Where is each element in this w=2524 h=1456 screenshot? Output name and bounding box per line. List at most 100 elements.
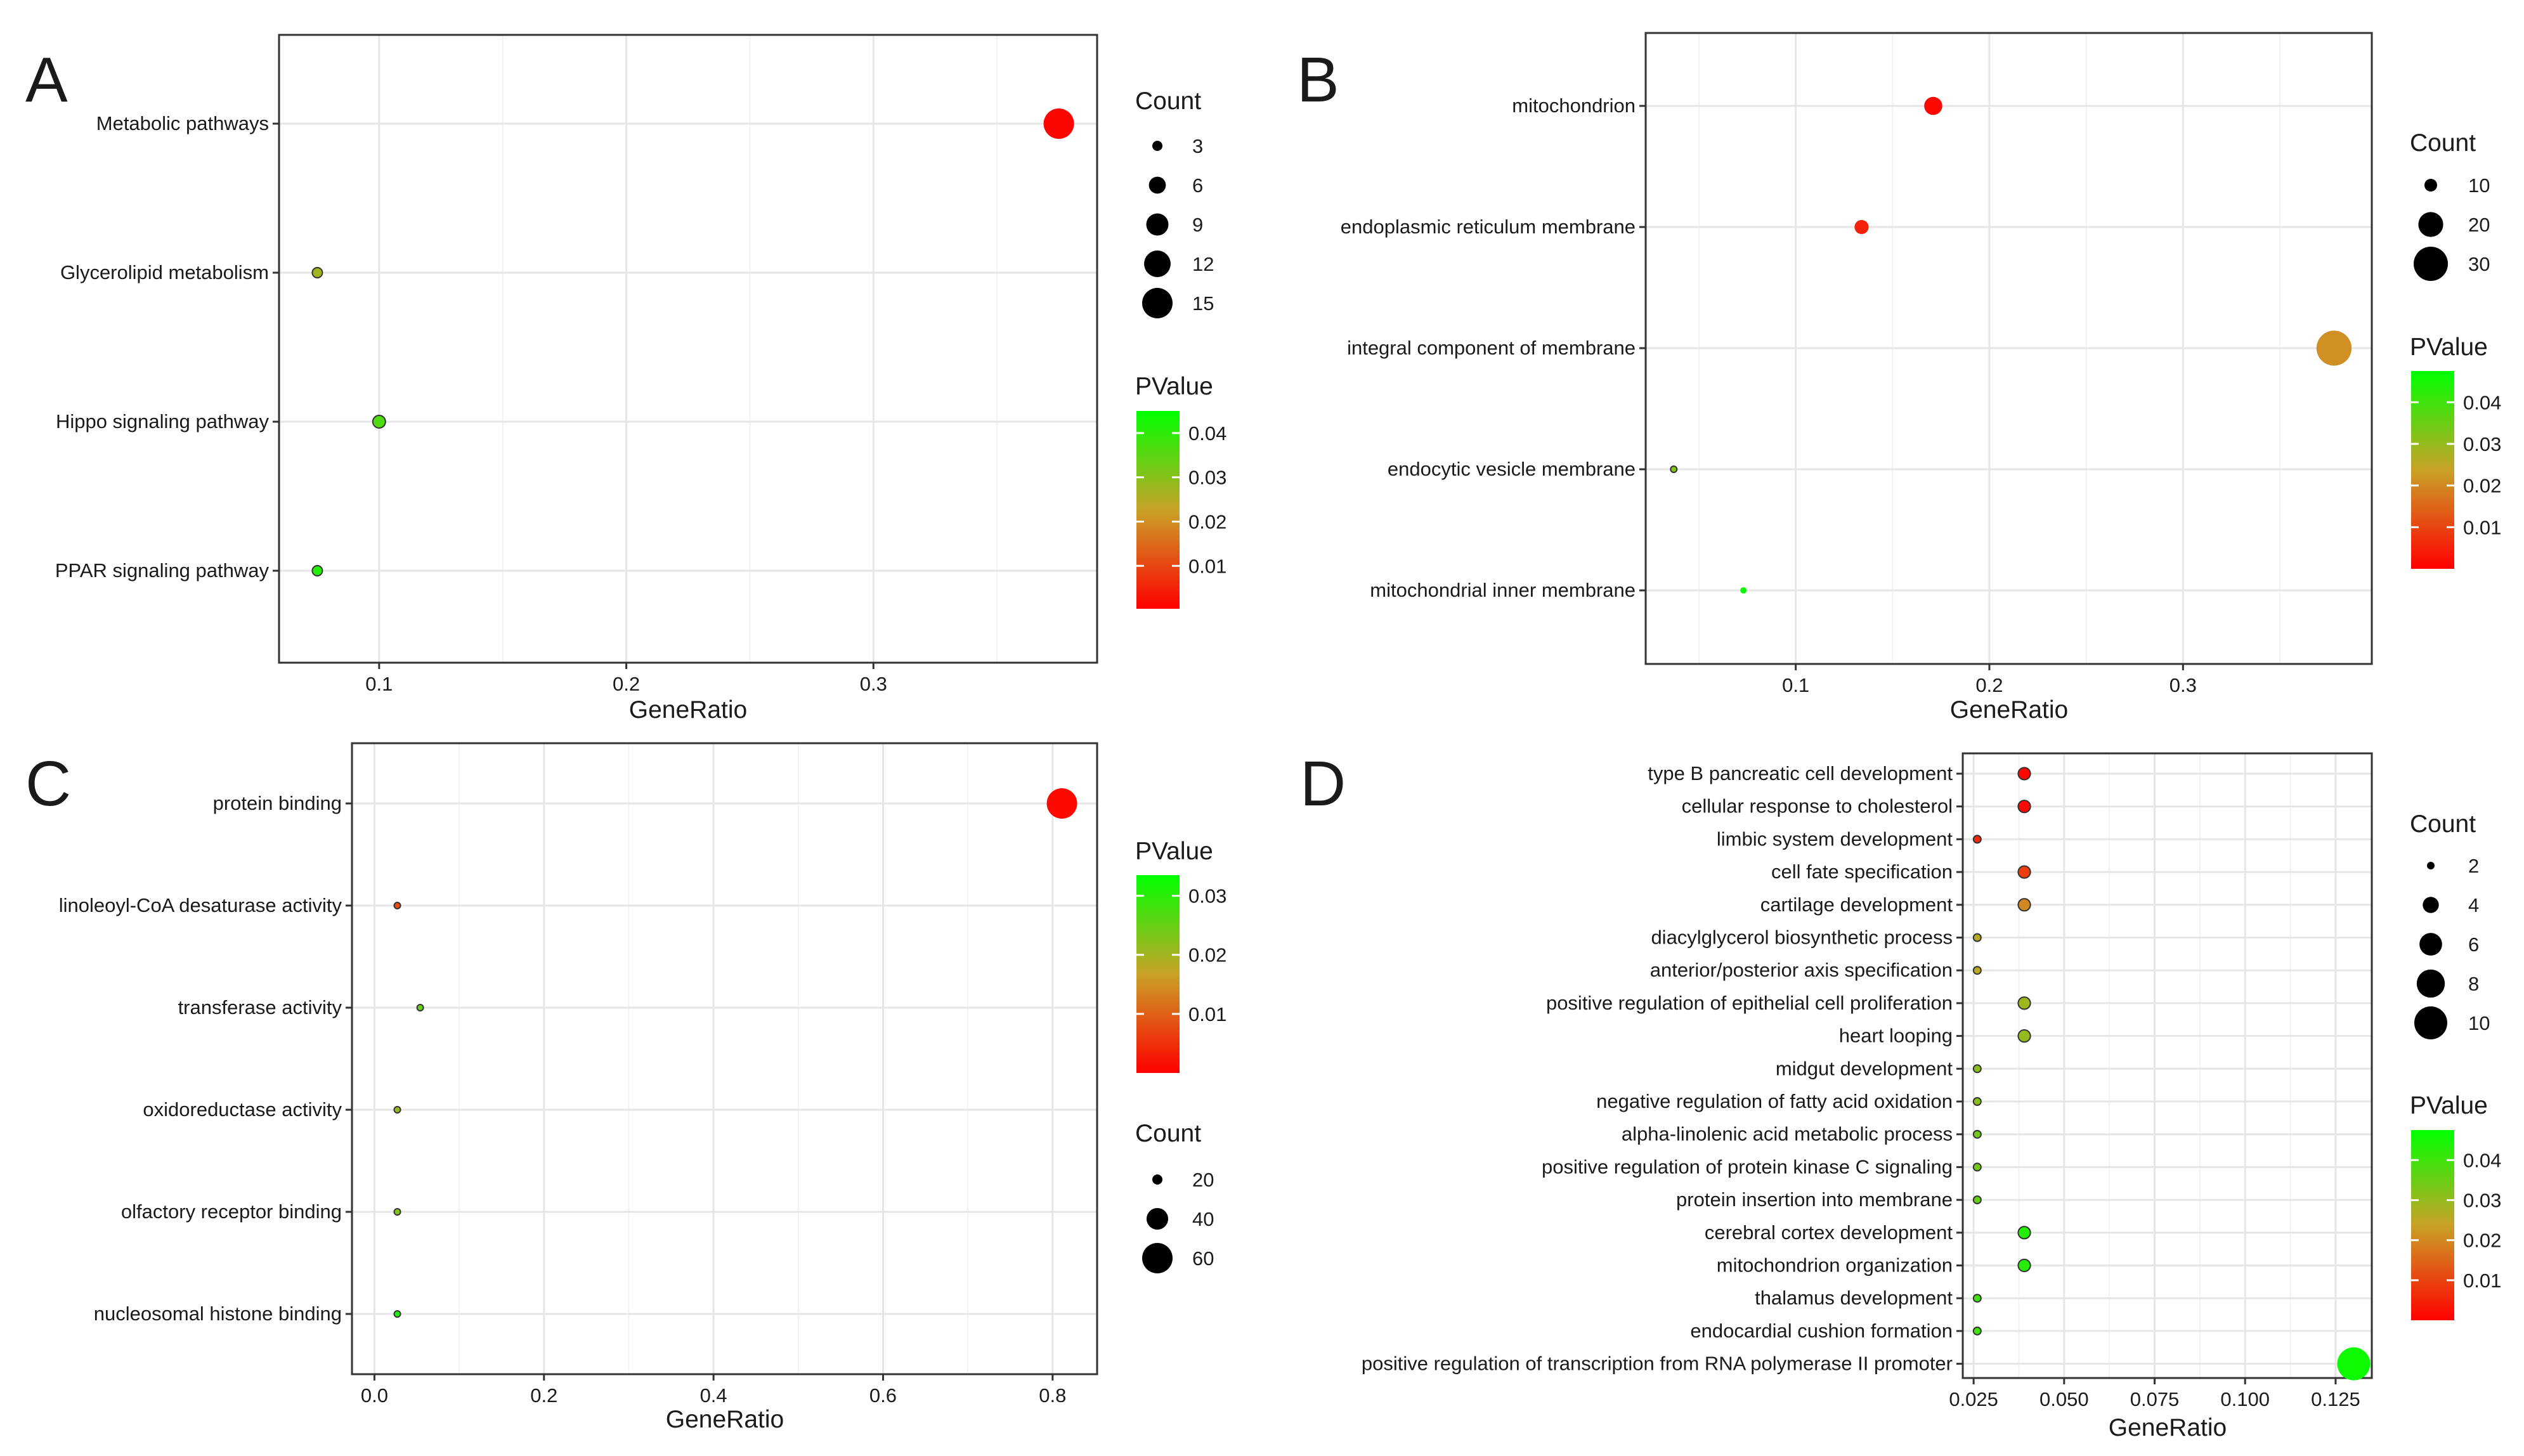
data-point <box>1043 108 1074 139</box>
size-legend-label: 12 <box>1192 253 1214 275</box>
size-legend-label: 4 <box>2468 894 2479 916</box>
data-point <box>1972 1162 1982 1172</box>
y-tick-label: olfactory receptor binding <box>121 1200 342 1223</box>
color-legend-label: 0.02 <box>1188 944 1226 966</box>
y-tick-label: integral component of membrane <box>1347 337 1636 359</box>
x-tick-label: 0.100 <box>2220 1388 2270 1410</box>
y-tick-label: mitochondrion organization <box>1717 1254 1953 1277</box>
size-legend-label: 6 <box>2468 933 2479 956</box>
data-point <box>2017 767 2031 781</box>
size-legend-label: 9 <box>1192 214 1203 236</box>
x-tick-label: 0.4 <box>700 1384 727 1407</box>
y-tick-label: cellular response to cholesterol <box>1682 795 1953 817</box>
x-tick-label: 0.3 <box>2169 674 2197 696</box>
y-tick-label: midgut development <box>1776 1057 1953 1079</box>
data-point <box>1972 966 1982 975</box>
y-tick-label: positive regulation of epithelial cell p… <box>1546 992 1953 1014</box>
size-legend-label: 30 <box>2468 253 2490 275</box>
data-point <box>1670 465 1678 473</box>
data-point <box>1972 1097 1982 1106</box>
data-point <box>1854 219 1869 235</box>
size-legend-dot <box>1148 176 1166 194</box>
y-tick-label: alpha-linolenic acid metabolic process <box>1622 1123 1953 1145</box>
data-point <box>1046 788 1077 819</box>
size-legend-label: 20 <box>1192 1169 1214 1191</box>
x-axis-title: GeneRatio <box>2109 1414 2227 1441</box>
y-tick-label: protein insertion into membrane <box>1676 1188 1953 1211</box>
y-tick-label: limbic system development <box>1717 828 1953 850</box>
color-legend-label: 0.03 <box>1188 885 1226 907</box>
y-tick-label: mitochondrial inner membrane <box>1370 579 1636 601</box>
y-tick-label: negative regulation of fatty acid oxidat… <box>1596 1090 1953 1112</box>
size-legend-label: 6 <box>1192 174 1203 197</box>
x-tick-label: 0.6 <box>869 1384 897 1407</box>
y-tick-label: positive regulation of transcription fro… <box>1362 1353 1953 1375</box>
color-legend-label: 0.04 <box>1188 422 1226 445</box>
x-tick-label: 0.025 <box>1949 1388 1998 1410</box>
color-legend-label: 0.01 <box>1188 555 1226 577</box>
size-legend-label: 10 <box>2468 174 2490 197</box>
y-tick-label: oxidoreductase activity <box>143 1098 342 1121</box>
panel-letter: A <box>25 44 68 115</box>
size-legend-label: 3 <box>1192 135 1203 157</box>
color-legend-label: 0.02 <box>2463 1230 2501 1252</box>
data-point <box>311 565 323 576</box>
color-legend-title: PValue <box>2410 1092 2488 1119</box>
data-point <box>2337 1347 2371 1381</box>
y-tick-label: Metabolic pathways <box>96 112 269 134</box>
color-legend-label: 0.03 <box>2463 433 2501 455</box>
y-tick-label: positive regulation of protein kinase C … <box>1542 1155 1953 1178</box>
y-tick-label: endocardial cushion formation <box>1690 1320 1953 1342</box>
size-legend-label: 8 <box>2468 973 2479 995</box>
data-point <box>1972 835 1982 844</box>
color-legend-title: PValue <box>1135 373 1213 400</box>
data-point <box>1972 1326 1982 1336</box>
panel-letter: C <box>25 748 71 819</box>
panel-a: A Metabolic pathways Glycerolipid metaboli… <box>25 34 1226 724</box>
data-point <box>372 414 386 429</box>
color-legend-label: 0.01 <box>1188 1003 1226 1025</box>
x-tick-label: 0.125 <box>2311 1388 2360 1410</box>
size-legend-label: 2 <box>2468 855 2479 877</box>
data-point <box>2017 1029 2031 1043</box>
x-tick-label: 0.050 <box>2039 1388 2089 1410</box>
color-legend-bar <box>2411 371 2454 569</box>
size-legend-label: 40 <box>1192 1208 1214 1230</box>
data-point <box>1972 1294 1982 1303</box>
y-tick-label: thalamus development <box>1755 1287 1953 1309</box>
size-legend-dot <box>1144 250 1171 277</box>
data-point <box>1972 1064 1982 1074</box>
data-point <box>2017 800 2031 814</box>
color-legend-label: 0.03 <box>2463 1190 2501 1212</box>
data-point <box>393 902 401 909</box>
y-tick-label: transferase activity <box>178 996 342 1018</box>
size-legend-dot <box>1152 1174 1162 1185</box>
x-tick-label: 0.2 <box>613 673 640 695</box>
data-point <box>1924 96 1942 115</box>
y-tick-label: endocytic vesicle membrane <box>1388 458 1636 480</box>
size-legend-label: 10 <box>2468 1012 2490 1034</box>
color-legend-label: 0.04 <box>2463 1149 2501 1171</box>
size-legend-dot <box>2414 247 2448 281</box>
y-tick-label: heart looping <box>1839 1025 1953 1047</box>
y-tick-label: protein binding <box>213 792 342 814</box>
plot-border <box>278 34 1098 664</box>
color-legend-label: 0.03 <box>1188 467 1226 489</box>
plot-background <box>279 35 1097 663</box>
color-legend-bar <box>1136 411 1180 609</box>
y-tick-label: cartilage development <box>1760 894 1953 916</box>
size-legend-dot <box>2416 969 2445 998</box>
size-legend-dot <box>2424 179 2437 192</box>
size-legend-dot <box>1152 141 1162 151</box>
size-legend-dot <box>1146 1207 1169 1230</box>
data-point <box>416 1004 424 1011</box>
data-point <box>1972 1129 1982 1139</box>
data-point <box>311 267 323 278</box>
color-legend-label: 0.01 <box>2463 516 2501 538</box>
y-tick-label: Hippo signaling pathway <box>56 410 270 432</box>
size-legend-title: Count <box>1135 88 1201 115</box>
size-legend-label: 60 <box>1192 1247 1214 1270</box>
data-point <box>2017 898 2031 912</box>
